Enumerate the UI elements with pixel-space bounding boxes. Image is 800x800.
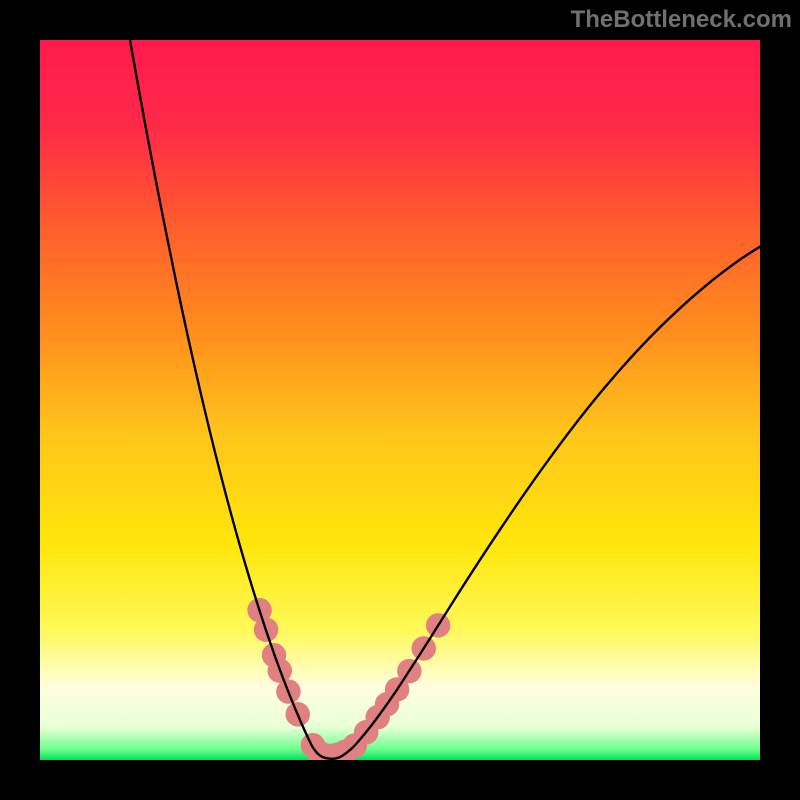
outer-frame: TheBottleneck.com bbox=[0, 0, 800, 800]
watermark-text: TheBottleneck.com bbox=[571, 6, 792, 34]
chart-svg bbox=[40, 40, 760, 760]
plot-area bbox=[40, 40, 760, 760]
gradient-background bbox=[40, 40, 760, 760]
